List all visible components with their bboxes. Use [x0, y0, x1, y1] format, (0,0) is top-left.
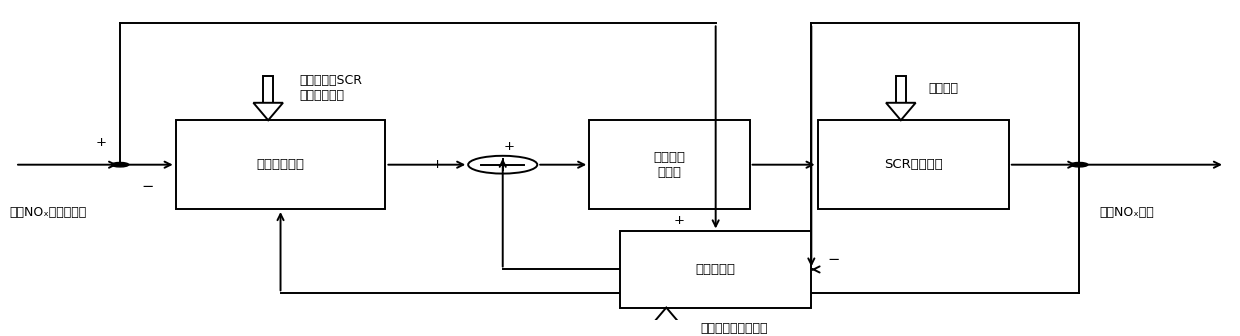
Circle shape [1070, 163, 1087, 167]
Bar [589, 120, 750, 209]
Text: 喷氨流量
控制器: 喷氨流量 控制器 [653, 151, 686, 179]
Text: 原有前馈、反馈信号: 原有前馈、反馈信号 [701, 322, 769, 335]
Polygon shape [651, 307, 681, 325]
Text: +: + [673, 214, 684, 227]
Text: +: + [503, 140, 515, 153]
Text: −: − [141, 179, 154, 195]
Text: SCR脱硝装置: SCR脱硝装置 [884, 158, 942, 171]
Polygon shape [887, 103, 915, 120]
Bar [176, 120, 386, 209]
Text: +: + [95, 136, 107, 149]
Bar [263, 76, 273, 103]
Bar [661, 325, 671, 336]
Polygon shape [253, 103, 283, 120]
Text: +: + [432, 158, 443, 171]
Text: 燃煤机组和SCR
系统相关变量: 燃煤机组和SCR 系统相关变量 [299, 75, 362, 102]
Bar [817, 120, 1009, 209]
Text: 出口NOₓ浓度: 出口NOₓ浓度 [1099, 206, 1153, 219]
Text: 出口NOₓ浓度设定值: 出口NOₓ浓度设定值 [9, 206, 87, 219]
Text: 喷氨量补偿器: 喷氨量补偿器 [257, 158, 305, 171]
Bar [895, 76, 905, 103]
Text: 现有控制器: 现有控制器 [696, 263, 735, 276]
Text: 干扰信号: 干扰信号 [928, 82, 959, 95]
Circle shape [112, 163, 129, 167]
Bar [620, 232, 811, 307]
Text: −: − [827, 252, 839, 267]
